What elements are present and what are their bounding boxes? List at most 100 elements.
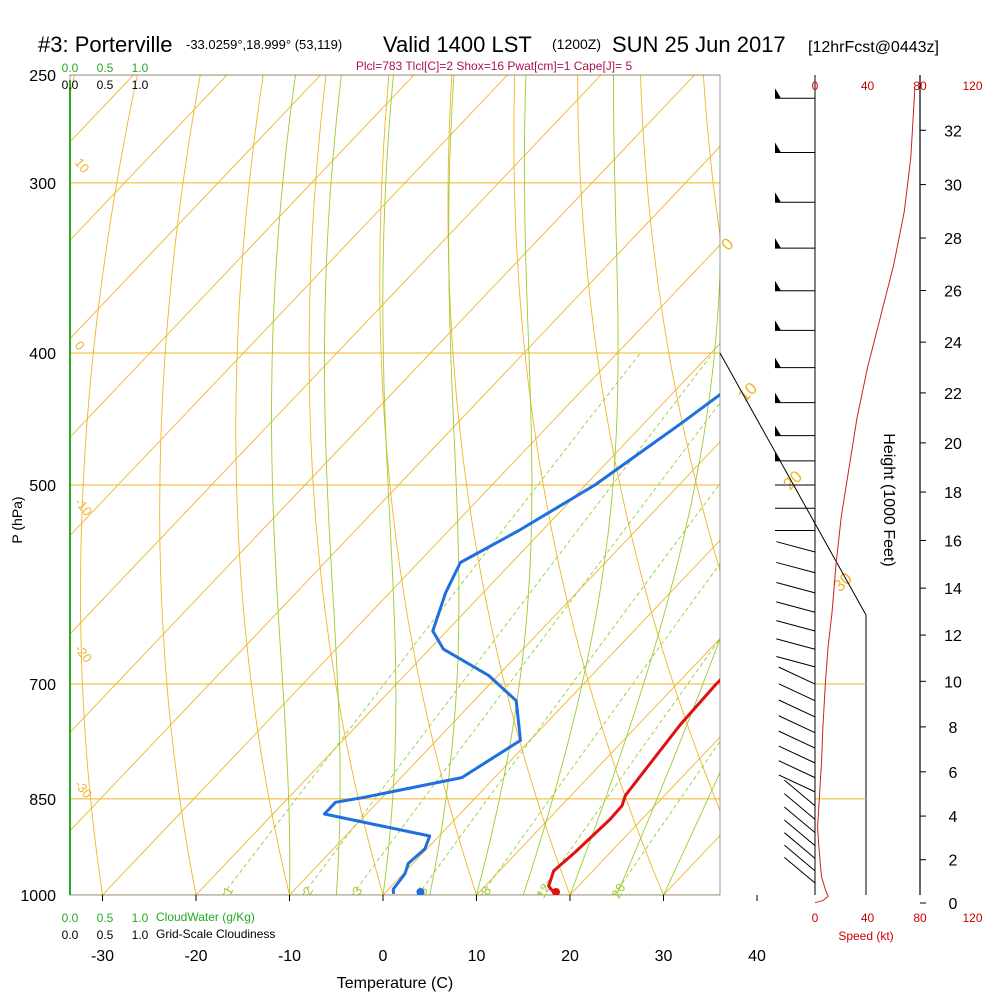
height-tick-label: 12 <box>944 628 962 645</box>
temperature-line <box>547 678 720 895</box>
mixing-ratio-line <box>417 482 720 895</box>
wind-barb-flag <box>775 280 781 291</box>
mixing-ratio-label: 1 <box>220 884 237 898</box>
speed-tick-label: 40 <box>861 911 875 925</box>
cloudwater-tick-label: 0.5 <box>97 911 114 925</box>
title-utc: (1200Z) <box>552 36 601 52</box>
height-tick-label: 6 <box>949 765 958 782</box>
pressure-tick-label: 300 <box>29 176 56 193</box>
wind-barb <box>776 582 816 594</box>
dry-adiabat <box>826 51 1000 924</box>
surface-dewpoint-dot <box>416 888 425 895</box>
cloudwater-tick-label: 1.0 <box>132 911 149 925</box>
moist-adiabat <box>429 75 460 895</box>
mixing-ratio-line <box>613 740 720 895</box>
cloudwater-tick-label: 0.0 <box>62 61 79 75</box>
moist-adiabat <box>616 637 720 895</box>
speed-tick-label: 120 <box>962 911 982 925</box>
mixing-ratio-line <box>351 402 720 895</box>
wind-barb-flag <box>775 142 781 153</box>
dry-adiabat <box>702 75 720 239</box>
wind-barb <box>778 760 816 779</box>
pressure-tick-label: 500 <box>29 478 56 495</box>
wind-barb <box>776 541 816 553</box>
isotherm-line <box>70 75 695 734</box>
wind-barb <box>784 779 816 807</box>
speed-axis-title: Speed (kt) <box>838 929 893 943</box>
wind-barb <box>776 561 816 574</box>
dry-adiabat <box>80 75 138 895</box>
mixing-ratio-label: 8 <box>478 884 495 898</box>
speed-tick-label: 120 <box>962 79 982 93</box>
stability-indices: Plcl=783 Tlcl[C]=2 Shox=16 Pwat[cm]=1 Ca… <box>356 59 633 73</box>
dry-adiabat-label: -30 <box>72 777 96 801</box>
height-tick-label: 16 <box>944 533 962 550</box>
pressure-tick-label: 400 <box>29 346 56 363</box>
mixing-ratio-line <box>222 352 641 895</box>
height-axis-title: Height (1000 Feet) <box>880 433 897 566</box>
wind-barb <box>784 856 816 884</box>
moist-adiabat <box>663 771 720 895</box>
temperature-tick-label: 20 <box>561 948 579 965</box>
wind-barb-flag <box>775 450 781 461</box>
wind-barb <box>778 683 816 702</box>
speed-tick-label: 0 <box>812 911 819 925</box>
height-tick-label: 20 <box>944 436 962 453</box>
temperature-tick-labels: -30 -20 -10 0 10 20 30 40 <box>91 895 766 965</box>
temperature-tick-label: 10 <box>468 948 486 965</box>
temperature-tick-label: -10 <box>278 948 301 965</box>
cloudwater-tick-label: 1.0 <box>132 61 149 75</box>
temperature-tick-label: -30 <box>91 948 114 965</box>
wind-barb <box>784 832 816 859</box>
isotherm-line <box>102 244 720 895</box>
dry-adiabat <box>379 75 477 895</box>
wind-barb <box>778 699 816 718</box>
wind-barb-flag <box>775 192 781 203</box>
mixing-ratio-line <box>538 637 720 895</box>
height-tick-label: 2 <box>949 853 958 870</box>
isotherm-label: 20 <box>779 467 806 494</box>
wind-barb <box>776 656 816 668</box>
title-valid: Valid 1400 LST <box>383 32 532 57</box>
speed-profile-line <box>814 88 916 904</box>
wind-barb-flag <box>775 357 781 368</box>
dry-adiabat <box>640 75 720 573</box>
speed-tick-label: 0 <box>812 79 819 93</box>
cloudiness-tick-label: 0.5 <box>97 78 114 92</box>
height-tick-label: 18 <box>944 485 962 502</box>
cloudwater-tick-label: 0.0 <box>62 911 79 925</box>
moist-adiabat <box>382 75 397 895</box>
wind-barb-flag <box>775 238 781 249</box>
mixing-ratio-label: 2 <box>299 884 316 898</box>
isotherm-line <box>70 145 720 832</box>
title-coords: -33.0259°,18.999° (53,119) <box>186 37 342 52</box>
dry-adiabat <box>0 51 18 924</box>
isotherm-line <box>70 75 415 438</box>
isotherm-line <box>70 75 321 340</box>
dry-adiabat <box>513 75 664 895</box>
mixing-ratio-label: 20 <box>608 881 628 901</box>
cloud-scale: 0.0 0.0 0.0 0.0 0.5 0.5 0.5 0.5 1.0 1.0 1.0 1.0 <box>62 61 149 942</box>
title-station: #3: Porterville <box>38 32 173 57</box>
wind-barb <box>784 793 816 820</box>
isotherm-line <box>195 342 720 895</box>
dry-adiabat <box>159 75 201 895</box>
isotherm-line <box>70 75 508 537</box>
surface-temperature-dot <box>551 888 560 895</box>
wind-barb-flag <box>775 320 781 331</box>
cloudiness-tick-label: 1.0 <box>132 928 149 942</box>
moist-adiabat <box>522 75 619 895</box>
speed-tick-label: 80 <box>913 911 927 925</box>
dry-adiabat <box>235 75 290 895</box>
isotherm-line <box>382 539 720 895</box>
mixing-ratio-label: 3 <box>349 884 366 898</box>
y-axis-title: P (hPa) <box>9 496 25 543</box>
height-tick-label: 14 <box>944 581 962 598</box>
speed-tick-label: 80 <box>913 79 927 93</box>
dry-adiabat-label: 0 <box>72 338 88 353</box>
wind-barb <box>778 730 816 749</box>
wind-barb <box>776 638 816 650</box>
height-tick-label: 4 <box>949 809 958 826</box>
